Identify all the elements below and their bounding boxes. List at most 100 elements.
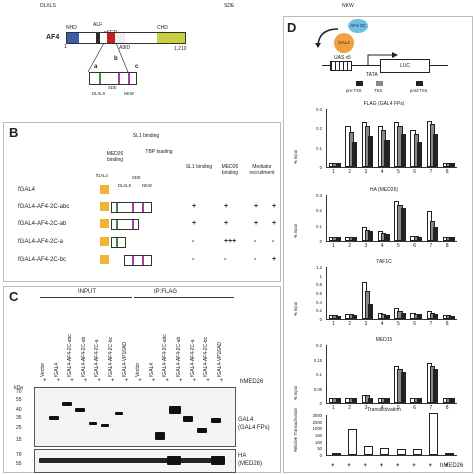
xtick: 6 <box>413 405 417 411</box>
chart-ylabel: % Input <box>293 223 298 238</box>
bar <box>400 134 406 167</box>
marker-0: 70 <box>16 389 22 395</box>
cell-4-0: - <box>192 256 195 263</box>
bar <box>380 447 390 455</box>
hmed26-plus-11: + <box>192 378 197 384</box>
seg-c-label: c <box>135 64 139 70</box>
bar <box>368 304 374 319</box>
xtick: 3 <box>364 169 368 175</box>
seg-a-label: a <box>94 64 98 70</box>
xtick: 4 <box>380 243 384 249</box>
ytick: 0.2 <box>316 126 322 132</box>
ytick: 0.1 <box>316 145 322 151</box>
xtick: 7 <box>429 243 433 249</box>
xtick: 5 <box>397 321 400 327</box>
zoom-lines <box>87 42 129 73</box>
top-sde-label: SDE <box>224 3 235 9</box>
plot-area <box>326 413 457 456</box>
ytick: 0.6 <box>316 291 322 296</box>
cell-1-3: + <box>272 203 277 210</box>
ytick: 0 <box>319 165 322 170</box>
cell-2-0: + <box>192 220 197 227</box>
chart-title: HA (MED26) <box>369 187 399 193</box>
xtick: 8 <box>445 169 449 175</box>
bar <box>331 452 341 455</box>
construct-box <box>124 255 152 266</box>
bar <box>416 141 423 167</box>
xtick: 7 <box>429 169 433 175</box>
start-label: 1 <box>64 44 67 50</box>
ytick: 0 <box>319 401 322 406</box>
xtick: 3 <box>364 321 368 327</box>
plus-mark: + <box>412 463 416 469</box>
xtick: 1 <box>332 405 335 411</box>
bar <box>335 315 341 319</box>
luc-box: LUC <box>380 59 430 73</box>
hmed26-plus-7: + <box>138 378 142 384</box>
bar <box>364 446 374 455</box>
med26-top-label: MED26 binding <box>106 151 124 163</box>
chart-title: Transactivation <box>367 407 401 413</box>
gal4-block <box>100 219 109 228</box>
chd-label: CHD <box>157 25 168 31</box>
bar <box>351 237 358 241</box>
ytick: 50 <box>317 446 322 452</box>
marker-4: 25 <box>16 425 22 431</box>
motif-sde: SDE <box>132 175 141 180</box>
cell-2-3: + <box>272 220 277 227</box>
construct-box <box>111 237 126 248</box>
plus-mark: + <box>379 463 384 469</box>
ip-flag-label: IP:FLAG <box>154 289 178 295</box>
bar <box>433 369 439 403</box>
plus-mark: + <box>331 463 335 469</box>
marker2-0: 70 <box>16 452 22 458</box>
alf-label: ALF <box>93 22 103 28</box>
cell-1-1: + <box>224 203 229 210</box>
bar <box>400 312 406 319</box>
ytick: 0.05 <box>313 386 322 392</box>
bar <box>396 449 406 455</box>
hmed26-plus-10: + <box>179 378 183 384</box>
bar <box>368 398 374 403</box>
lane-label-4: fGAL4-AF4-2C-a <box>94 339 101 377</box>
seg-b-label: b <box>114 56 118 62</box>
hmed26-plus-12: + <box>206 378 210 384</box>
plus-mark: + <box>444 463 449 469</box>
bar <box>347 429 357 455</box>
cell-4-2: - <box>254 256 257 263</box>
ytick: 100 <box>315 439 322 445</box>
xtick: 6 <box>413 169 417 175</box>
bar <box>433 226 439 241</box>
xtick: 8 <box>445 405 449 411</box>
xtick: 4 <box>380 321 384 327</box>
ytick: 0 <box>319 317 322 322</box>
lane-label-9: fGAL4-AF4-2C-abc <box>162 334 169 377</box>
ytick: 0.2 <box>316 343 322 348</box>
ytick: 0 <box>319 453 322 458</box>
motif-nkw: NKW <box>142 183 152 188</box>
tata-label: TATA <box>366 72 378 78</box>
cell-2-2: + <box>254 220 259 227</box>
bar <box>384 234 390 241</box>
ytick: 1.2 <box>316 265 322 270</box>
construct-box <box>111 219 139 230</box>
plot-area <box>326 267 457 320</box>
xtick: 4 <box>380 405 384 411</box>
cell-1-0: + <box>192 203 197 210</box>
ytick: 0.3 <box>316 193 322 198</box>
lane-label-6: fGAL4-VP16AD <box>121 341 128 377</box>
ytick: 1000 <box>312 426 322 432</box>
plus-mark: + <box>396 463 400 469</box>
ytick: 0.1 <box>316 223 322 229</box>
chart-title: MED15 <box>375 337 393 343</box>
bar <box>351 398 358 403</box>
xtick: 7 <box>429 405 433 411</box>
ytick: 0 <box>319 239 322 244</box>
panel-b-label: B <box>9 125 19 140</box>
end-label: 1,210 <box>174 46 187 52</box>
bar <box>368 136 374 167</box>
hmed26-plus-4: + <box>97 378 101 384</box>
xtick: 8 <box>445 321 449 327</box>
xtick: 1 <box>332 169 335 175</box>
af4-label: AF4 <box>46 34 60 41</box>
